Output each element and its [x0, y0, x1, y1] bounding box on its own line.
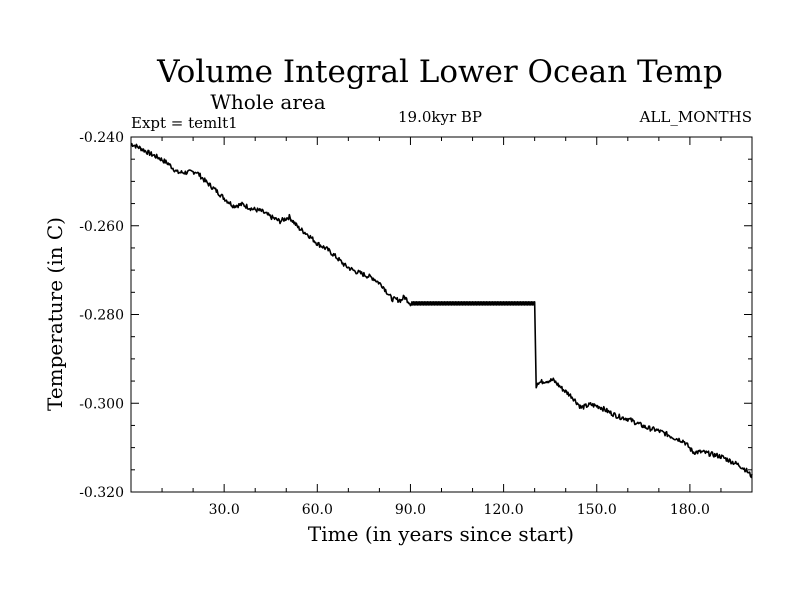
y-tick-label: -0.240 — [79, 130, 124, 146]
axis-ticks — [131, 136, 752, 493]
chart-title: Volume Integral Lower Ocean Temp — [156, 54, 723, 90]
x-axis-label: Time (in years since start) — [308, 522, 574, 546]
y-tick-label: -0.260 — [79, 219, 124, 235]
x-tick-label: 150.0 — [577, 502, 617, 518]
x-tick-label: 180.0 — [670, 502, 710, 518]
series-line-temlt1 — [130, 142, 753, 479]
x-tick-label: 120.0 — [484, 502, 524, 518]
y-axis-label: Temperature (in C) — [43, 217, 67, 411]
chart-subtitle: Whole area — [210, 90, 325, 114]
y-tick-labels: -0.240 -0.260 -0.280 -0.300 -0.320 — [79, 130, 124, 501]
x-tick-label: 60.0 — [302, 502, 333, 518]
y-tick-label: -0.320 — [79, 485, 124, 501]
x-tick-label: 30.0 — [209, 502, 240, 518]
months-label: ALL_MONTHS — [639, 108, 752, 126]
y-tick-label: -0.300 — [79, 396, 124, 412]
period-label: 19.0kyr BP — [398, 108, 482, 126]
x-tick-labels: 30.0 60.0 90.0 120.0 150.0 180.0 — [209, 502, 710, 518]
plot-frame — [130, 136, 753, 493]
y-tick-label: -0.280 — [79, 308, 124, 324]
x-tick-label: 90.0 — [395, 502, 426, 518]
experiment-label: Expt = temlt1 — [131, 114, 238, 132]
